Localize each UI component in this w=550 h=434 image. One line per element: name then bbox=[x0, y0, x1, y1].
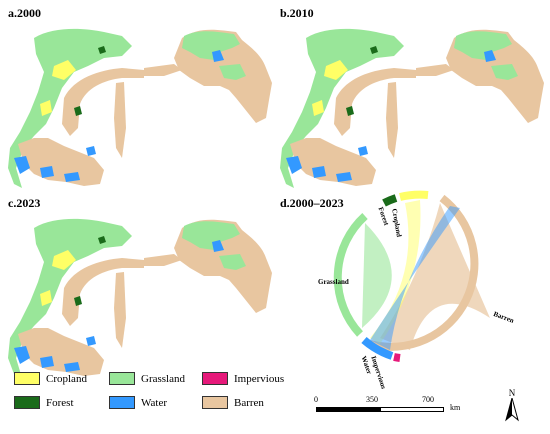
chord-diagram bbox=[333, 190, 490, 362]
swatch-forest bbox=[14, 396, 40, 409]
swatch-water bbox=[109, 396, 135, 409]
north-label: N bbox=[508, 388, 516, 398]
legend-label: Grassland bbox=[141, 372, 185, 385]
legend-item-barren: Barren bbox=[202, 396, 264, 409]
chord-arc-cropland bbox=[399, 190, 429, 201]
swatch-grassland bbox=[109, 372, 135, 385]
scale-tick-0: 0 bbox=[314, 395, 318, 404]
legend-label: Water bbox=[141, 396, 167, 409]
legend: Cropland Grassland Impervious Forest Wat… bbox=[14, 367, 294, 427]
scale-unit: km bbox=[450, 403, 461, 412]
legend-item-forest: Forest bbox=[14, 396, 74, 409]
panel-label-d: d.2000–2023 bbox=[280, 196, 344, 210]
legend-item-grassland: Grassland bbox=[109, 372, 185, 385]
panel-label-a: a.2000 bbox=[8, 6, 41, 20]
map-2023 bbox=[8, 218, 272, 378]
swatch-cropland bbox=[14, 372, 40, 385]
swatch-barren bbox=[202, 396, 228, 409]
scale-bar-white bbox=[380, 407, 444, 412]
north-arrow-icon bbox=[505, 396, 519, 422]
panel-label-b: b.2010 bbox=[280, 6, 314, 20]
swatch-impervious bbox=[202, 372, 228, 385]
legend-label: Cropland bbox=[46, 372, 87, 385]
scale-bar-black bbox=[316, 407, 380, 412]
map-2000 bbox=[8, 28, 272, 188]
chord-arc-forest bbox=[382, 194, 398, 207]
chord-arc-grassland bbox=[333, 213, 368, 337]
legend-item-impervious: Impervious bbox=[202, 372, 284, 385]
chord-arc-water bbox=[361, 336, 394, 360]
legend-item-cropland: Cropland bbox=[14, 372, 87, 385]
legend-label: Barren bbox=[234, 396, 264, 409]
legend-label: Impervious bbox=[234, 372, 285, 385]
map-2010 bbox=[280, 28, 544, 188]
legend-label: Forest bbox=[46, 396, 74, 409]
legend-item-water: Water bbox=[109, 396, 167, 409]
scale-tick-350: 350 bbox=[366, 395, 378, 404]
north-arrow: N bbox=[504, 388, 520, 427]
chord-arc-impervious bbox=[393, 353, 401, 362]
panel-label-c: c.2023 bbox=[8, 196, 41, 210]
chord-label-grassland: Grassland bbox=[318, 278, 349, 286]
scale-tick-700: 700 bbox=[422, 395, 434, 404]
